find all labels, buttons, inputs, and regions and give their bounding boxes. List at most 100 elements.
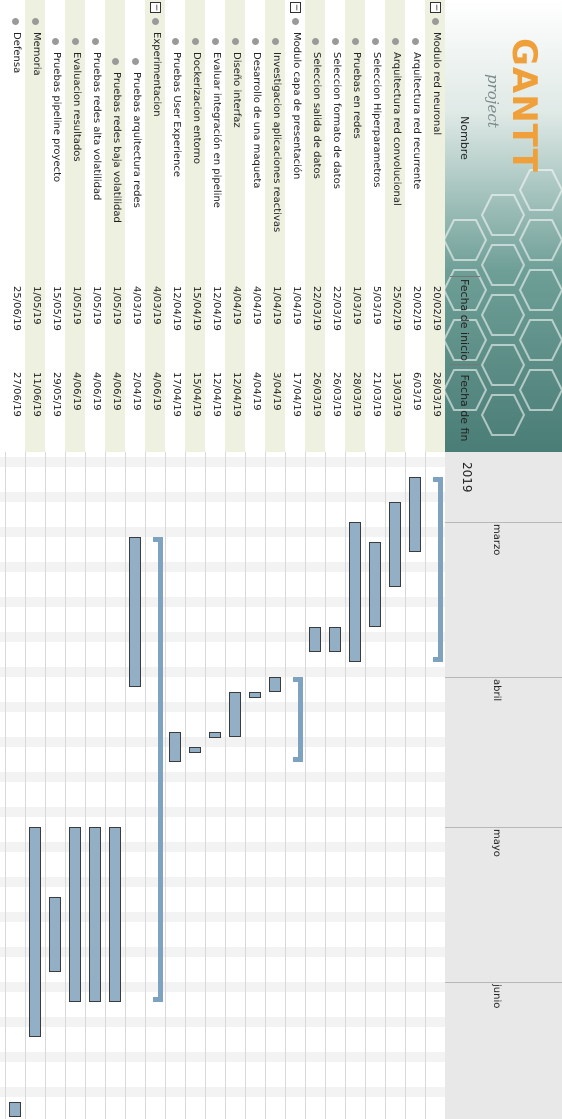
task-row[interactable]: Evaluar integración en pipeline 12/04/19 1… [205, 0, 225, 452]
task-name[interactable]: Arquitectura red recurrente [411, 52, 422, 189]
task-end-date[interactable]: 17/04/19 [171, 372, 182, 417]
task-start-date[interactable]: 1/03/19 [351, 286, 362, 325]
task-end-date[interactable]: 27/06/19 [11, 372, 22, 417]
task-name[interactable]: Pruebas User Experience [171, 52, 182, 177]
task-row[interactable]: Dockerizacion entorno 15/04/19 15/04/19 [185, 0, 205, 452]
task-end-date[interactable]: 4/04/19 [251, 372, 262, 411]
task-end-date[interactable]: 4/06/19 [71, 372, 82, 411]
task-row[interactable]: Seleccion formato de datos 22/03/19 26/03/… [325, 0, 345, 452]
task-bar[interactable] [69, 827, 81, 1002]
task-start-date[interactable]: 15/04/19 [191, 286, 202, 331]
task-start-date[interactable]: 22/03/19 [331, 286, 342, 331]
task-name[interactable]: Pruebas redes alta volatilidad [91, 52, 102, 200]
task-name[interactable]: Experimentacion [151, 32, 162, 117]
task-name[interactable]: Pruebas arquitectura redes [131, 72, 142, 208]
gantt-grid[interactable] [0, 452, 445, 1119]
task-name[interactable]: Desarrollo de una maqueta [251, 52, 262, 188]
task-bar[interactable] [209, 732, 221, 738]
task-bar[interactable] [189, 747, 201, 753]
task-start-date[interactable]: 4/03/19 [131, 286, 142, 325]
task-end-date[interactable]: 17/04/19 [291, 372, 302, 417]
task-name[interactable]: Modulo red neuronal [431, 32, 442, 135]
task-row[interactable]: Diseño interfaz 4/04/19 12/04/19 [225, 0, 245, 452]
task-bar[interactable] [389, 502, 401, 587]
task-bar[interactable] [169, 732, 181, 762]
task-start-date[interactable]: 22/03/19 [311, 286, 322, 331]
task-row[interactable]: Seleccion salida de datos 22/03/19 26/03/1… [305, 0, 325, 452]
task-end-date[interactable]: 26/03/19 [331, 372, 342, 417]
task-bar[interactable] [89, 827, 101, 1002]
task-name[interactable]: Seleccion Hiperparametros [371, 52, 382, 188]
task-row[interactable]: − Modulo capa de presentación 1/04/19 17/04… [285, 0, 305, 452]
collapse-toggle-icon[interactable]: − [150, 2, 161, 13]
task-bar[interactable] [269, 677, 281, 692]
collapse-toggle-icon[interactable]: − [290, 2, 301, 13]
task-name[interactable]: Seleccion formato de datos [331, 52, 342, 189]
task-name[interactable]: Defensa [11, 32, 22, 73]
task-end-date[interactable]: 11/06/19 [31, 372, 42, 417]
summary-bar[interactable] [298, 677, 303, 762]
task-row[interactable]: Pruebas User Experience 12/04/19 17/04/19 [165, 0, 185, 452]
task-end-date[interactable]: 4/06/19 [151, 372, 162, 411]
task-row[interactable]: − Experimentacion 4/03/19 4/06/19 [145, 0, 165, 452]
summary-bar[interactable] [438, 477, 443, 662]
task-start-date[interactable]: 12/04/19 [211, 286, 222, 331]
column-header-start[interactable]: Fecha de inicio [448, 276, 482, 364]
column-header-end[interactable]: Fecha de fin [448, 364, 482, 452]
task-end-date[interactable]: 2/04/19 [131, 372, 142, 411]
task-row[interactable]: − Modulo red neuronal 20/02/19 28/03/19 [425, 0, 445, 452]
task-start-date[interactable]: 1/05/19 [91, 286, 102, 325]
task-bar[interactable] [229, 692, 241, 737]
task-end-date[interactable]: 28/03/19 [431, 372, 442, 417]
task-end-date[interactable]: 4/06/19 [111, 372, 122, 411]
task-bar[interactable] [409, 477, 421, 552]
task-name[interactable]: Modulo capa de presentación [291, 32, 302, 179]
task-start-date[interactable]: 1/04/19 [291, 286, 302, 325]
task-bar[interactable] [29, 827, 41, 1037]
task-end-date[interactable]: 12/04/19 [231, 372, 242, 417]
summary-bar[interactable] [158, 537, 163, 1002]
task-end-date[interactable]: 29/05/19 [51, 372, 62, 417]
task-row[interactable]: Seleccion Hiperparametros 5/03/19 21/03/19 [365, 0, 385, 452]
task-bar[interactable] [309, 627, 321, 652]
task-start-date[interactable]: 20/02/19 [431, 286, 442, 331]
task-end-date[interactable]: 21/03/19 [371, 372, 382, 417]
task-row[interactable]: Pruebas arquitectura redes 4/03/19 2/04/19 [125, 0, 145, 452]
task-row[interactable]: Arquitectura red recurrente 20/02/19 6/03/… [405, 0, 425, 452]
task-name[interactable]: Arquitectura red convolucional [391, 52, 402, 206]
task-start-date[interactable]: 1/05/19 [111, 286, 122, 325]
task-bar[interactable] [249, 692, 261, 698]
task-name[interactable]: Diseño interfaz [231, 52, 242, 128]
task-end-date[interactable]: 15/04/19 [191, 372, 202, 417]
task-name[interactable]: Seleccion salida de datos [311, 52, 322, 179]
task-bar[interactable] [49, 897, 61, 972]
task-row[interactable]: Pruebas redes baja volatilidad 1/05/19 4/0… [105, 0, 125, 452]
task-bar[interactable] [9, 1102, 21, 1117]
task-start-date[interactable]: 4/03/19 [151, 286, 162, 325]
task-name[interactable]: Investigacion aplicaciones reactivas [271, 52, 282, 232]
task-row[interactable]: Evaluacion resultados 1/05/19 4/06/19 [65, 0, 85, 452]
task-start-date[interactable]: 12/04/19 [171, 286, 182, 331]
task-end-date[interactable]: 4/06/19 [91, 372, 102, 411]
column-header-name[interactable]: Nombre [448, 0, 482, 276]
task-name[interactable]: Memoria [31, 32, 42, 76]
task-bar[interactable] [329, 627, 341, 652]
task-end-date[interactable]: 3/04/19 [271, 372, 282, 411]
task-name[interactable]: Pruebas redes baja volatilidad [111, 72, 122, 223]
task-start-date[interactable]: 20/02/19 [411, 286, 422, 331]
task-end-date[interactable]: 28/03/19 [351, 372, 362, 417]
task-bar[interactable] [109, 827, 121, 1002]
task-row[interactable]: Defensa 25/06/19 27/06/19 [5, 0, 25, 452]
task-start-date[interactable]: 5/03/19 [371, 286, 382, 325]
collapse-toggle-icon[interactable]: − [430, 2, 441, 13]
task-name[interactable]: Pruebas en redes [351, 52, 362, 139]
task-row[interactable]: Pruebas en redes 1/03/19 28/03/19 [345, 0, 365, 452]
task-start-date[interactable]: 4/04/19 [251, 286, 262, 325]
task-start-date[interactable]: 4/04/19 [231, 286, 242, 325]
task-name[interactable]: Evaluar integración en pipeline [211, 52, 222, 208]
task-row[interactable]: Arquitectura red convolucional 25/02/19 13… [385, 0, 405, 452]
task-start-date[interactable]: 15/05/19 [51, 286, 62, 331]
task-name[interactable]: Pruebas pipeline proyecto [51, 52, 62, 182]
task-name[interactable]: Dockerizacion entorno [191, 52, 202, 164]
task-end-date[interactable]: 26/03/19 [311, 372, 322, 417]
